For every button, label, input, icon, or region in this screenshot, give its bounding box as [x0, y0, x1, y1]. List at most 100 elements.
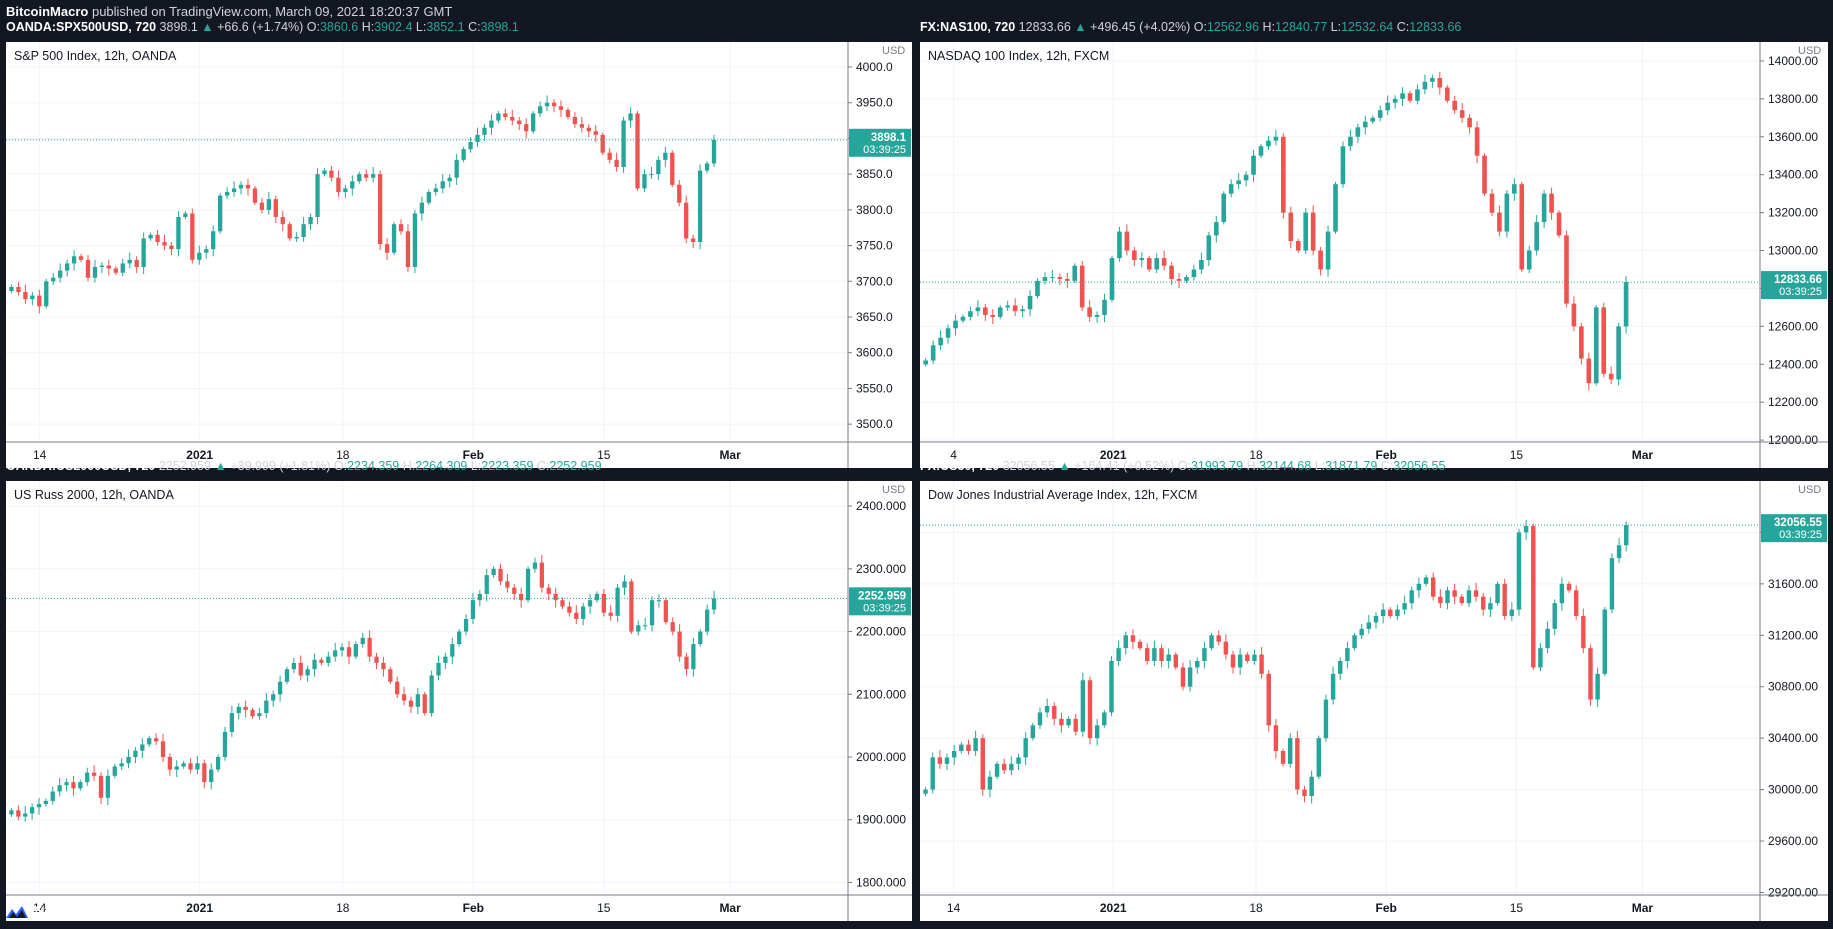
candlestick-chart[interactable]: 14000.00 13800.00 13600.00 13400.00 13200.00…: [920, 42, 1828, 468]
candle[interactable]: [1481, 596, 1486, 610]
candle[interactable]: [422, 694, 427, 714]
chart-area[interactable]: 32000.0031600.0031200.0030800.0030400.00…: [920, 481, 1828, 921]
candle[interactable]: [470, 600, 476, 619]
candle[interactable]: [266, 199, 271, 210]
candle[interactable]: [937, 757, 943, 764]
candle[interactable]: [1195, 661, 1200, 668]
candle[interactable]: [215, 757, 221, 770]
candle[interactable]: [1608, 373, 1614, 380]
candle[interactable]: [656, 159, 661, 175]
candle[interactable]: [997, 307, 1003, 317]
candle[interactable]: [1130, 635, 1136, 642]
candle[interactable]: [454, 159, 459, 178]
candle[interactable]: [9, 810, 14, 815]
candle[interactable]: [1416, 583, 1422, 591]
candle[interactable]: [1355, 127, 1361, 137]
candle[interactable]: [78, 782, 83, 789]
candle[interactable]: [1430, 577, 1436, 597]
candle[interactable]: [1303, 212, 1309, 251]
candle[interactable]: [1623, 282, 1629, 327]
candle[interactable]: [329, 170, 334, 178]
candle[interactable]: [1323, 699, 1329, 739]
candle[interactable]: [429, 675, 434, 714]
candle[interactable]: [579, 124, 585, 128]
candle[interactable]: [1415, 89, 1420, 101]
candle[interactable]: [1497, 212, 1502, 232]
candle[interactable]: [1395, 609, 1400, 616]
candle[interactable]: [1402, 603, 1407, 610]
candle[interactable]: [663, 600, 668, 623]
candle[interactable]: [204, 249, 209, 253]
candle[interactable]: [58, 270, 63, 278]
candle[interactable]: [1005, 305, 1010, 308]
candle[interactable]: [684, 656, 689, 670]
candle[interactable]: [463, 619, 469, 632]
candle[interactable]: [1221, 193, 1227, 223]
candle[interactable]: [1295, 241, 1301, 251]
candle[interactable]: [510, 117, 515, 121]
candle[interactable]: [1245, 654, 1250, 661]
candle[interactable]: [1073, 718, 1078, 732]
candle[interactable]: [133, 750, 138, 757]
candle[interactable]: [1474, 127, 1480, 156]
candle[interactable]: [1042, 277, 1048, 281]
candle[interactable]: [923, 789, 928, 794]
candle[interactable]: [600, 134, 605, 153]
candle[interactable]: [1064, 278, 1070, 281]
candle[interactable]: [1316, 738, 1322, 777]
candle[interactable]: [1482, 155, 1487, 194]
candle[interactable]: [236, 706, 241, 714]
candle[interactable]: [1459, 596, 1465, 604]
candle[interactable]: [1213, 222, 1219, 236]
candle[interactable]: [482, 127, 487, 135]
candle[interactable]: [1206, 235, 1212, 261]
candle[interactable]: [1325, 231, 1331, 270]
currency-label[interactable]: USD: [1798, 484, 1821, 496]
candle[interactable]: [346, 647, 352, 657]
candle[interactable]: [197, 252, 202, 260]
candle[interactable]: [930, 757, 935, 790]
candle[interactable]: [160, 741, 166, 757]
candle[interactable]: [1117, 231, 1122, 259]
author-name[interactable]: BitcoinMacro: [6, 4, 89, 19]
candle[interactable]: [167, 757, 173, 770]
candle[interactable]: [1338, 661, 1343, 674]
candle[interactable]: [169, 245, 174, 250]
candle[interactable]: [374, 656, 379, 663]
candle[interactable]: [1373, 616, 1379, 623]
candle[interactable]: [339, 647, 345, 651]
candle[interactable]: [1258, 146, 1264, 156]
candle[interactable]: [594, 593, 600, 601]
candle[interactable]: [711, 598, 717, 610]
candle[interactable]: [980, 738, 985, 790]
candle[interactable]: [1102, 299, 1107, 315]
candle[interactable]: [259, 202, 265, 210]
candle[interactable]: [1467, 117, 1472, 128]
candle[interactable]: [537, 106, 543, 114]
chart-area[interactable]: 14000.00 13800.00 13600.00 13400.00 13200.00…: [920, 42, 1828, 468]
candle[interactable]: [436, 662, 441, 676]
candle[interactable]: [1571, 303, 1577, 327]
candle[interactable]: [1132, 250, 1137, 261]
candle[interactable]: [1459, 110, 1465, 118]
candle[interactable]: [1209, 635, 1214, 649]
candle[interactable]: [250, 709, 255, 717]
candle[interactable]: [1616, 545, 1622, 559]
candle[interactable]: [1228, 184, 1234, 194]
candle[interactable]: [1340, 146, 1346, 185]
candle[interactable]: [1161, 258, 1167, 266]
candle[interactable]: [105, 775, 111, 798]
candle[interactable]: [1030, 725, 1036, 739]
candle[interactable]: [1287, 738, 1293, 764]
candle[interactable]: [1526, 250, 1532, 270]
candle[interactable]: [983, 307, 988, 315]
candle[interactable]: [1102, 712, 1107, 726]
candle[interactable]: [322, 170, 327, 175]
candle[interactable]: [57, 785, 62, 792]
candle[interactable]: [1251, 155, 1256, 175]
candle[interactable]: [1109, 661, 1114, 713]
candle[interactable]: [1146, 258, 1152, 270]
candle[interactable]: [656, 600, 662, 602]
candle[interactable]: [43, 800, 49, 805]
candle[interactable]: [1050, 277, 1055, 279]
